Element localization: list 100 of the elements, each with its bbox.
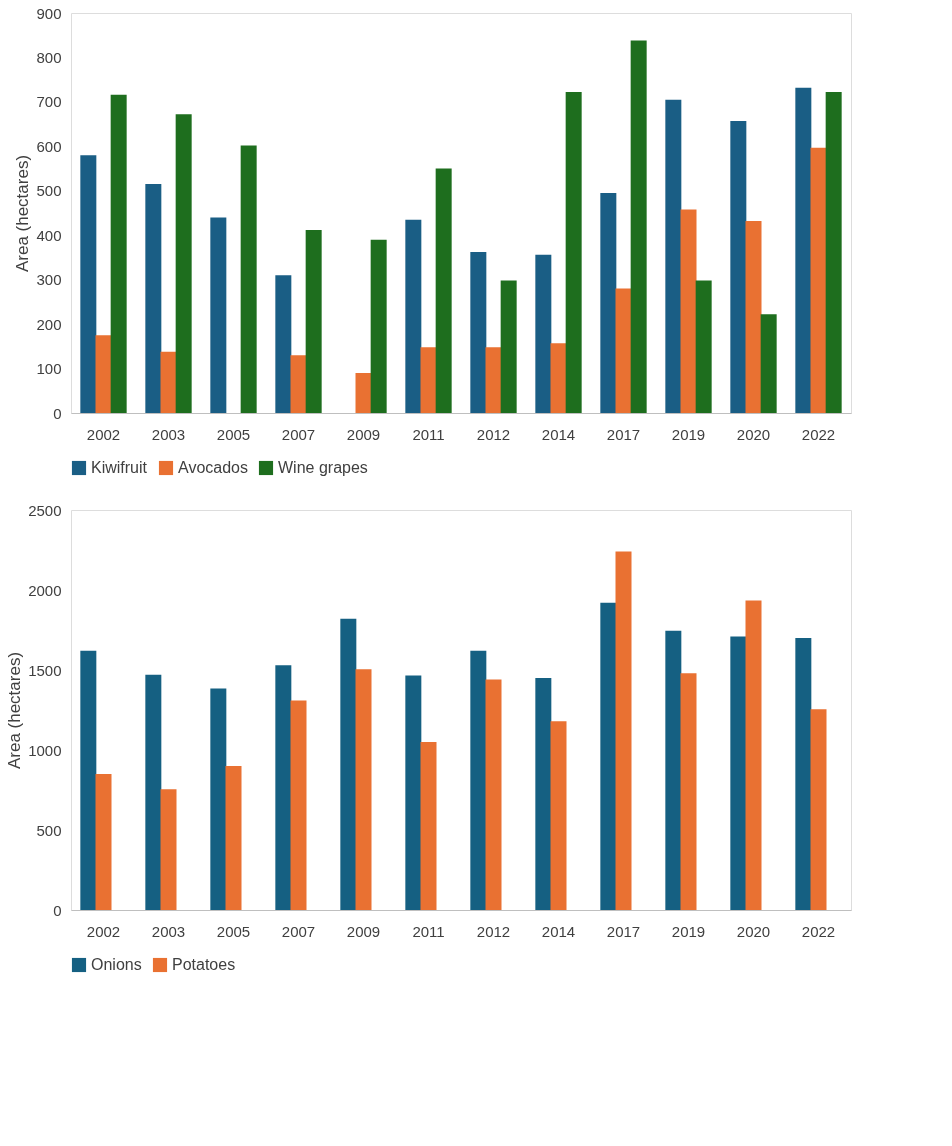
bar <box>275 275 292 413</box>
bar <box>470 252 487 413</box>
x-tick-label: 2003 <box>151 425 186 443</box>
bar <box>810 709 827 910</box>
bar <box>745 600 762 910</box>
bar <box>810 147 827 413</box>
bar <box>485 679 502 910</box>
y-tick-label: 2000 <box>28 581 62 599</box>
x-tick-label: 2020 <box>736 922 771 940</box>
y-tick-label: 900 <box>36 4 62 22</box>
bar <box>435 168 452 413</box>
bar <box>80 155 97 413</box>
bar <box>630 40 647 413</box>
legend-label: Avocados <box>178 459 248 476</box>
y-axis-title: Area (hectares) <box>5 651 25 770</box>
y-tick-label: 1000 <box>28 741 62 759</box>
bar <box>550 721 567 910</box>
y-axis-title: Area (hectares) <box>13 154 33 273</box>
x-tick-label: 2007 <box>281 922 316 940</box>
bar <box>680 209 697 413</box>
bar <box>160 351 177 413</box>
y-tick-label: 1500 <box>28 661 62 679</box>
bar <box>340 618 357 910</box>
x-tick-label: 2005 <box>216 425 251 443</box>
bar <box>470 650 487 910</box>
bar <box>110 94 127 413</box>
x-tick-label: 2017 <box>606 425 641 443</box>
bar <box>615 288 632 413</box>
bar <box>550 343 567 413</box>
bar <box>370 239 387 413</box>
legend-label: Onions <box>91 956 142 973</box>
bar <box>275 665 292 910</box>
bar <box>730 636 747 910</box>
x-tick-label: 2012 <box>476 425 511 443</box>
x-tick-label: 2014 <box>541 922 576 940</box>
bar <box>535 254 552 413</box>
x-tick-label: 2009 <box>346 922 381 940</box>
x-tick-label: 2020 <box>736 425 771 443</box>
bar <box>95 335 112 413</box>
bar <box>565 92 582 413</box>
bar <box>240 145 257 413</box>
x-tick-label: 2022 <box>801 922 836 940</box>
legend-label: Potatoes <box>172 956 236 973</box>
bar <box>730 121 747 413</box>
x-tick-label: 2002 <box>86 922 121 940</box>
bar <box>305 229 322 413</box>
bar <box>680 673 697 910</box>
x-tick-label: 2009 <box>346 425 381 443</box>
y-tick-label: 600 <box>36 137 62 155</box>
bar <box>80 650 97 910</box>
y-tick-label: 700 <box>36 93 62 111</box>
bar <box>665 630 682 910</box>
y-tick-label: 500 <box>36 821 62 839</box>
bar <box>600 602 617 910</box>
bar <box>210 217 227 413</box>
bar <box>485 347 502 413</box>
x-tick-label: 2019 <box>671 922 706 940</box>
bar <box>355 373 372 413</box>
bar <box>500 280 517 413</box>
x-tick-label: 2011 <box>412 425 445 443</box>
y-tick-label: 200 <box>36 315 62 333</box>
x-tick-label: 2005 <box>216 922 251 940</box>
x-tick-label: 2011 <box>412 922 445 940</box>
legend-label: Wine grapes <box>278 459 368 476</box>
y-tick-label: 0 <box>53 404 62 422</box>
bar <box>535 678 552 910</box>
bar <box>145 184 162 413</box>
y-tick-label: 2500 <box>28 501 62 519</box>
x-tick-label: 2019 <box>671 425 706 443</box>
bar <box>210 688 227 910</box>
bar <box>745 221 762 413</box>
bar <box>615 551 632 910</box>
bar <box>695 280 712 413</box>
bar <box>795 638 812 910</box>
y-tick-label: 300 <box>36 271 62 289</box>
y-tick-label: 400 <box>36 226 62 244</box>
bar <box>290 700 307 910</box>
y-tick-label: 500 <box>36 182 62 200</box>
y-tick-label: 800 <box>36 48 62 66</box>
bar <box>795 87 812 413</box>
bar <box>405 219 422 413</box>
bar <box>665 99 682 413</box>
bar <box>95 774 112 910</box>
bar <box>145 674 162 910</box>
bar <box>600 193 617 413</box>
bar <box>405 675 422 910</box>
legend-label: Kiwifruit <box>91 459 148 476</box>
bar <box>420 742 437 910</box>
x-tick-label: 2022 <box>801 425 836 443</box>
bar <box>225 766 242 910</box>
bar <box>760 314 777 413</box>
x-tick-label: 2012 <box>476 922 511 940</box>
bar <box>420 347 437 413</box>
bar <box>160 789 177 910</box>
bar <box>290 355 307 413</box>
y-tick-label: 0 <box>53 901 62 919</box>
x-tick-label: 2014 <box>541 425 576 443</box>
x-tick-label: 2003 <box>151 922 186 940</box>
x-tick-label: 2017 <box>606 922 641 940</box>
bar <box>825 92 842 413</box>
